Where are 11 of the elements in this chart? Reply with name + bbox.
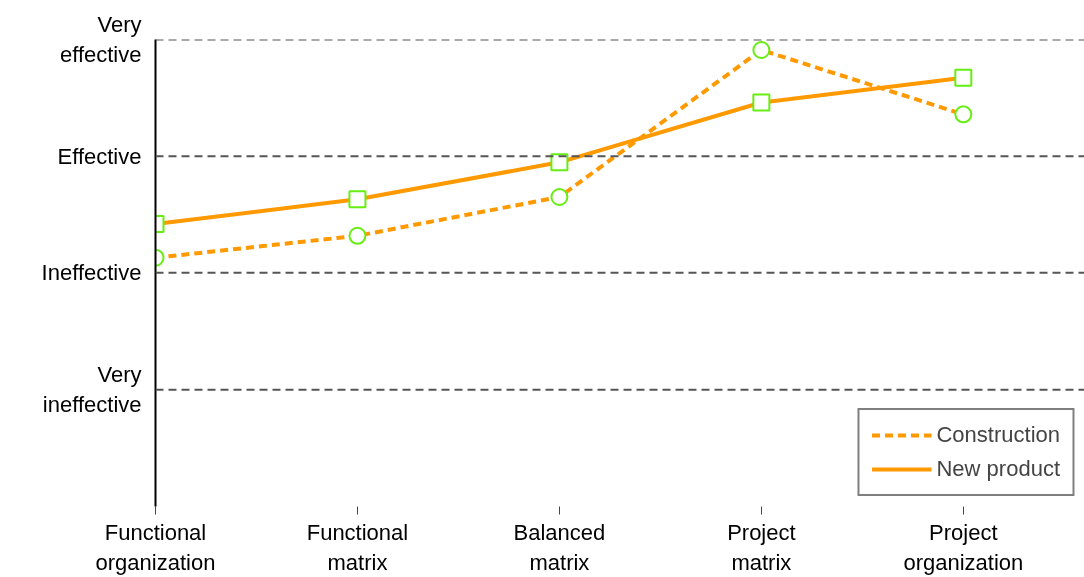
legend-label: New product [936, 456, 1060, 482]
ref-line-label: Effective [57, 143, 142, 169]
x-tick-label: Project organization [903, 519, 1024, 575]
x-tick-label: Project matrix [727, 519, 796, 575]
x-tick-label: Functional matrix [306, 519, 409, 575]
x-tick-label: Balanced matrix [513, 519, 606, 575]
legend-label: Construction [936, 422, 1060, 448]
ref-line-label: Very ineffective [42, 362, 142, 418]
ref-line-label: Very effective [59, 12, 142, 67]
ref-line-label: Ineffective [41, 260, 142, 286]
x-tick-label: Functional organization [95, 519, 216, 575]
